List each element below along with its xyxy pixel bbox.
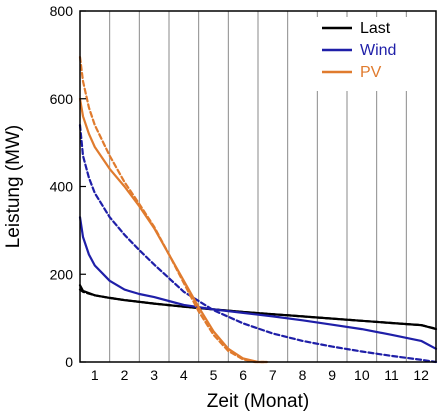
x-axis-title: Zeit (Monat) (207, 391, 309, 412)
x-tick-label: 11 (384, 367, 399, 383)
legend: Last Wind PV (316, 17, 426, 91)
x-tick-label: 8 (299, 367, 307, 383)
y-tick-label: 200 (50, 266, 74, 282)
x-tick-label: 2 (121, 367, 129, 383)
series-layer (78, 56, 438, 364)
y-tick-label: 0 (65, 354, 73, 370)
x-tick-label: 5 (210, 367, 218, 383)
x-tick-label: 12 (413, 367, 429, 383)
y-tick-label: 600 (50, 91, 74, 107)
legend-label-wind: Wind (360, 42, 396, 59)
legend-box (316, 17, 426, 91)
series-line-pv-dashed (78, 56, 265, 364)
y-axis-ticks: 0 200 400 600 800 (50, 3, 86, 370)
x-tick-label: 9 (328, 367, 336, 383)
x-tick-label: 7 (269, 367, 277, 383)
series-line-wind-dashed (78, 124, 438, 364)
x-tick-label: 10 (354, 367, 370, 383)
legend-label-last: Last (360, 20, 391, 37)
x-tick-label: 4 (180, 367, 188, 383)
x-tick-label: 3 (150, 367, 158, 383)
legend-label-pv: PV (360, 64, 382, 81)
x-axis-ticks: 1 2 3 4 5 6 7 8 9 10 11 12 (91, 367, 429, 383)
x-tick-label: 1 (91, 367, 99, 383)
x-tick-label: 6 (239, 367, 247, 383)
y-tick-label: 400 (50, 179, 74, 195)
y-tick-label: 800 (50, 3, 74, 19)
series-line-last-dashed (78, 288, 438, 330)
y-axis-title: Leistung (MW) (3, 125, 24, 249)
